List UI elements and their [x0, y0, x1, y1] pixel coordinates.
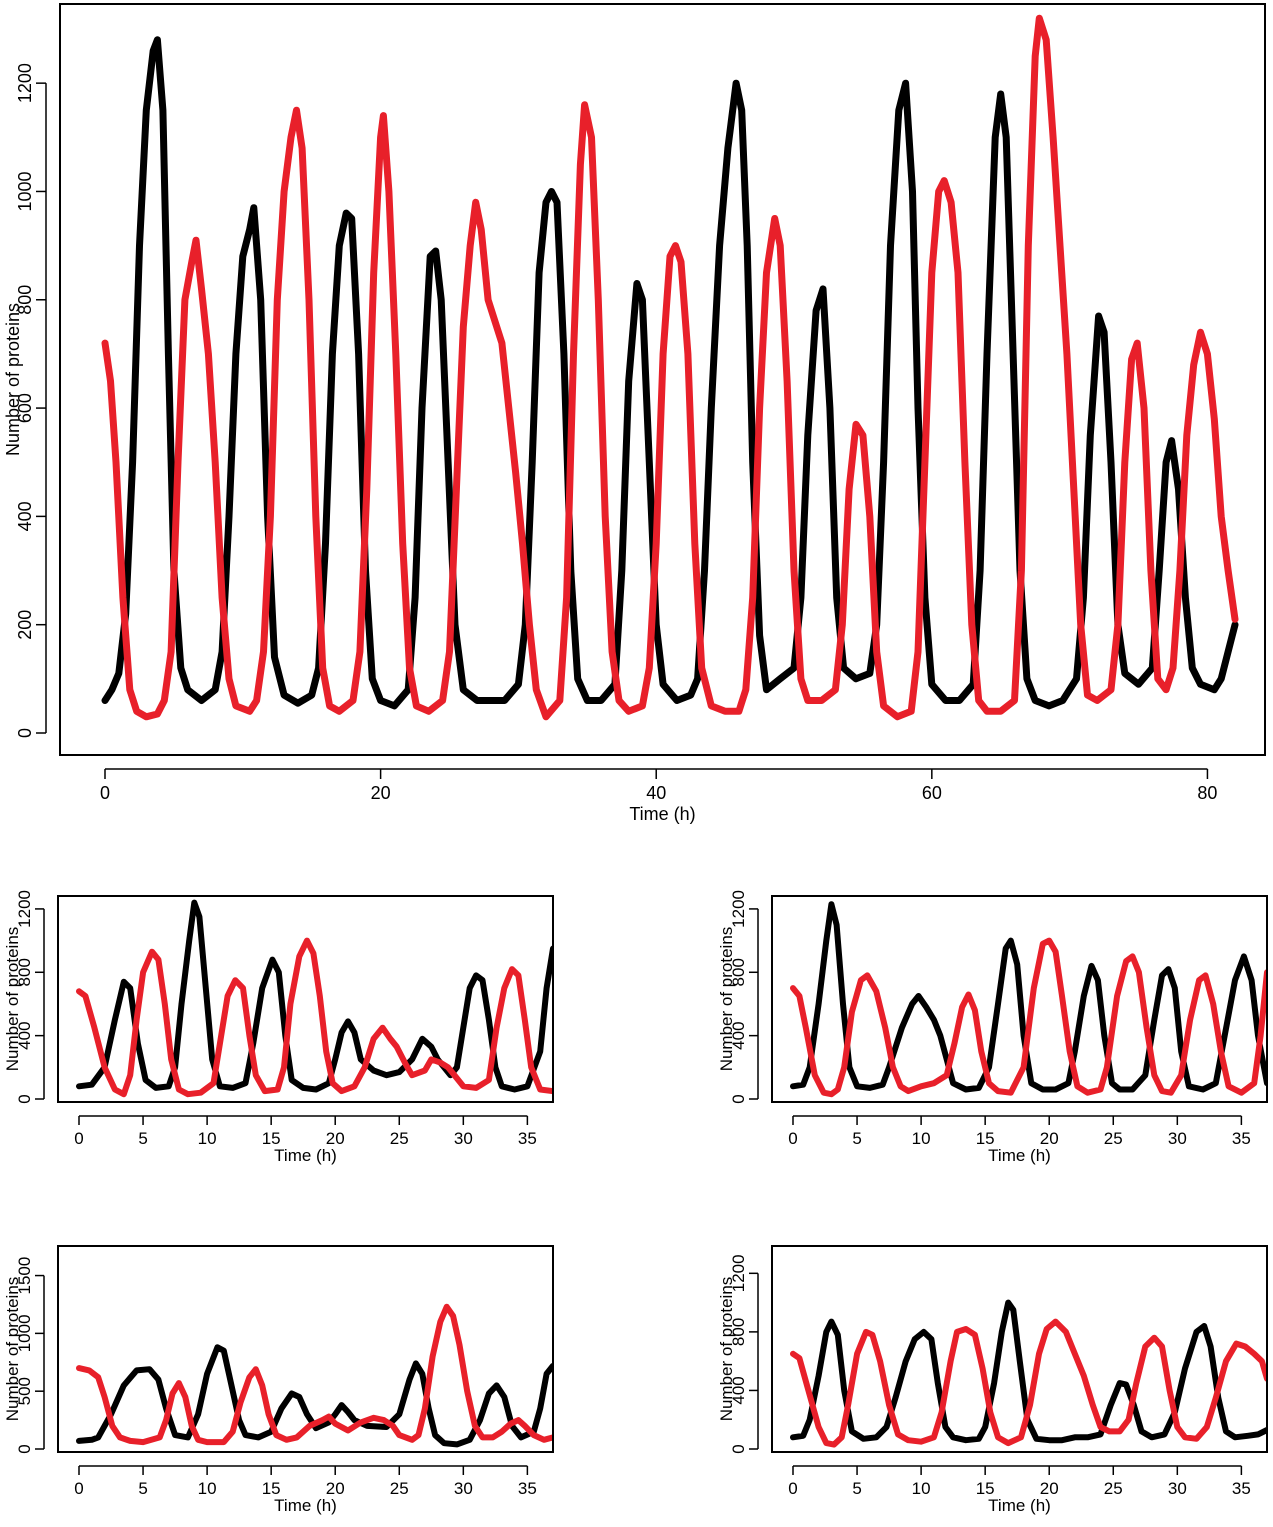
x-tick-label: 35 — [1232, 1129, 1251, 1148]
x-tick-label: 10 — [198, 1129, 217, 1148]
series-line-red — [76, 937, 553, 1098]
x-tick-label: 0 — [100, 783, 110, 803]
plot-frame — [59, 3, 1266, 756]
series-line-black — [76, 1344, 553, 1448]
chart-panel-2: 0 5 10 15 20 25 30 35 Time (h) 0 400 800 1200Number … — [717, 890, 1268, 1165]
chart-panel-4: 0 5 10 15 20 25 30 35 Time (h) 0 400 800 1200Number … — [717, 1245, 1268, 1515]
y-axis-title: Number of proteins — [3, 1277, 22, 1422]
x-tick-label: 80 — [1197, 783, 1217, 803]
y-axis-title: Number of proteins — [3, 303, 23, 456]
x-tick-label: 30 — [1168, 1129, 1187, 1148]
plot-frame — [57, 1245, 554, 1453]
y-tick-label: 1200 — [15, 890, 34, 928]
y-tick-label: 1200 — [729, 1254, 748, 1292]
x-tick-label: 10 — [912, 1479, 931, 1498]
x-tick-label: 15 — [262, 1129, 281, 1148]
y-tick-label: 400 — [15, 1021, 34, 1049]
x-tick-label: 5 — [852, 1479, 861, 1498]
chart-panel-3: 0 5 10 15 20 25 30 35 Time (h) 0 500 1000 1500Number… — [3, 1245, 554, 1515]
x-tick-label: 25 — [1104, 1479, 1123, 1498]
x-tick-label: 0 — [74, 1479, 83, 1498]
y-tick-label: 0 — [15, 1444, 34, 1453]
x-tick-label: 20 — [326, 1129, 345, 1148]
y-tick-label: 0 — [729, 1444, 748, 1453]
y-tick-label: 1000 — [15, 171, 35, 211]
y-tick-label: 400 — [15, 501, 35, 531]
x-tick-label: 15 — [262, 1479, 281, 1498]
series-line-red — [101, 14, 1239, 721]
y-tick-label: 1200 — [15, 63, 35, 103]
y-tick-label: 400 — [729, 1376, 748, 1404]
y-tick-label: 800 — [15, 958, 34, 986]
plot-frame — [771, 1245, 1268, 1453]
x-tick-label: 15 — [976, 1129, 995, 1148]
x-tick-label: 5 — [852, 1129, 861, 1148]
y-tick-label: 1500 — [15, 1257, 34, 1295]
plot-frame — [771, 895, 1268, 1103]
x-tick-label: 10 — [912, 1129, 931, 1148]
x-tick-label: 0 — [788, 1129, 797, 1148]
x-tick-label: 0 — [74, 1129, 83, 1148]
x-tick-label: 30 — [454, 1129, 473, 1148]
x-tick-label: 0 — [788, 1479, 797, 1498]
y-axis-title: Number of proteins — [717, 927, 736, 1072]
x-tick-label: 30 — [1168, 1479, 1187, 1498]
x-axis-title: Time (h) — [629, 804, 695, 824]
chart-panel-1: 0 5 10 15 20 25 30 35 Time (h) 0 400 800 1200Number … — [3, 890, 554, 1165]
x-tick-label: 60 — [922, 783, 942, 803]
x-tick-label: 20 — [1040, 1479, 1059, 1498]
x-axis-title: Time (h) — [274, 1146, 337, 1165]
series-line-black — [790, 1299, 1267, 1444]
x-tick-label: 20 — [326, 1479, 345, 1498]
x-tick-label: 25 — [1104, 1129, 1123, 1148]
y-tick-label: 200 — [15, 610, 35, 640]
x-tick-label: 20 — [1040, 1129, 1059, 1148]
x-axis-title: Time (h) — [988, 1146, 1051, 1165]
y-tick-label: 400 — [729, 1021, 748, 1049]
x-tick-label: 25 — [390, 1129, 409, 1148]
y-tick-label: 800 — [15, 285, 35, 315]
y-tick-label: 800 — [729, 958, 748, 986]
x-tick-label: 20 — [371, 783, 391, 803]
y-tick-label: 0 — [15, 728, 35, 738]
series-line-red — [790, 1318, 1267, 1448]
chart-main: 0 20 40 60 80 Time (h) 0 200 400 600 800 1000 1200 Nu… — [3, 3, 1266, 824]
x-tick-label: 40 — [646, 783, 666, 803]
x-tick-label: 35 — [1232, 1479, 1251, 1498]
x-tick-label: 5 — [138, 1479, 147, 1498]
plot-frame — [57, 895, 554, 1103]
y-axis-title: Number of proteins — [717, 1277, 736, 1422]
y-tick-label: 1200 — [729, 890, 748, 928]
y-tick-label: 0 — [15, 1094, 34, 1103]
y-axis-title: Number of proteins — [3, 927, 22, 1072]
x-tick-label: 10 — [198, 1479, 217, 1498]
y-tick-label: 500 — [15, 1377, 34, 1405]
x-tick-label: 15 — [976, 1479, 995, 1498]
x-tick-label: 35 — [518, 1129, 537, 1148]
series-line-red — [76, 1303, 553, 1446]
series-line-black — [790, 901, 1267, 1093]
x-axis-title: Time (h) — [988, 1496, 1051, 1515]
series-line-red — [790, 937, 1267, 1098]
y-tick-label: 800 — [729, 1318, 748, 1346]
x-tick-label: 30 — [454, 1479, 473, 1498]
x-axis-title: Time (h) — [274, 1496, 337, 1515]
y-tick-label: 1000 — [15, 1314, 34, 1352]
x-tick-label: 35 — [518, 1479, 537, 1498]
y-tick-label: 0 — [729, 1094, 748, 1103]
series-line-black — [76, 899, 553, 1093]
x-tick-label: 25 — [390, 1479, 409, 1498]
x-tick-label: 5 — [138, 1129, 147, 1148]
y-tick-label: 600 — [15, 393, 35, 423]
